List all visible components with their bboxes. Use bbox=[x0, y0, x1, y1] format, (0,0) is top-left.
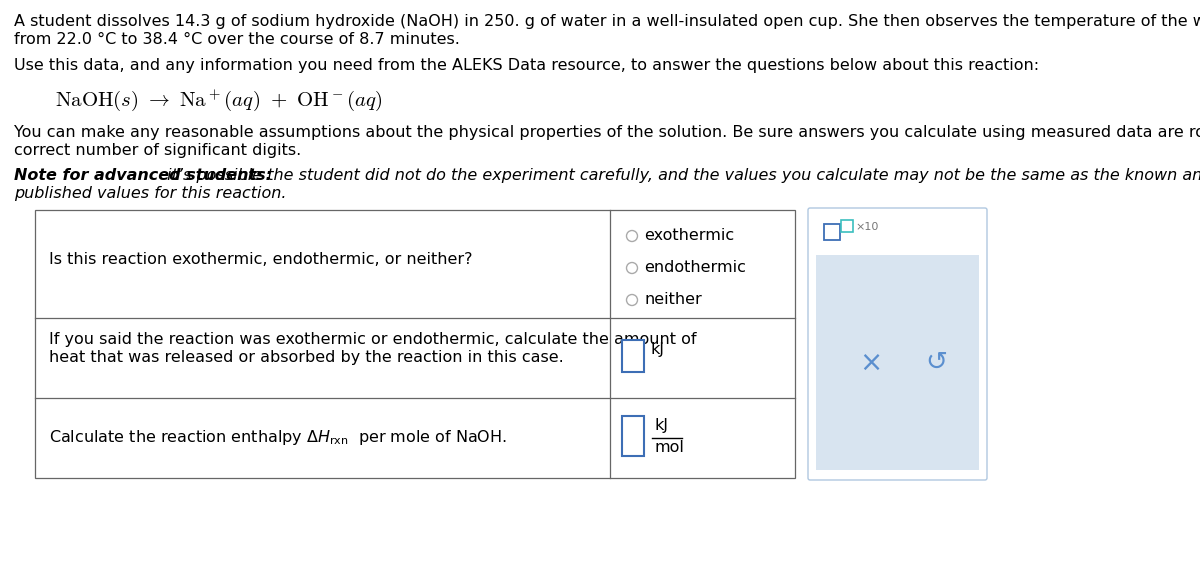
Text: correct number of significant digits.: correct number of significant digits. bbox=[14, 143, 301, 158]
Bar bbox=[622, 340, 644, 372]
Text: published values for this reaction.: published values for this reaction. bbox=[14, 186, 287, 201]
Bar bbox=[622, 416, 644, 456]
Text: kJ: kJ bbox=[650, 342, 664, 357]
Text: it’s possible the student did not do the experiment carefully, and the values yo: it’s possible the student did not do the… bbox=[162, 168, 1200, 183]
Text: heat that was released or absorbed by the reaction in this case.: heat that was released or absorbed by th… bbox=[49, 350, 564, 365]
Text: neither: neither bbox=[644, 292, 702, 307]
Text: You can make any reasonable assumptions about the physical properties of the sol: You can make any reasonable assumptions … bbox=[14, 125, 1200, 140]
Text: ↺: ↺ bbox=[925, 350, 947, 375]
Text: mol: mol bbox=[654, 440, 684, 455]
Bar bbox=[35, 210, 796, 478]
Text: from 22.0 °C to 38.4 °C over the course of 8.7 minutes.: from 22.0 °C to 38.4 °C over the course … bbox=[14, 32, 460, 47]
Text: $\mathrm{NaOH}(s)\ \rightarrow\ \mathrm{Na}^+(aq)\ +\ \mathrm{OH}^-(aq)$: $\mathrm{NaOH}(s)\ \rightarrow\ \mathrm{… bbox=[55, 88, 383, 113]
Text: Calculate the reaction enthalpy $\Delta H_{\rm rxn}$  per mole of $\mathrm{NaOH}: Calculate the reaction enthalpy $\Delta … bbox=[49, 428, 506, 447]
Text: If you said the reaction was exothermic or endothermic, calculate the amount of: If you said the reaction was exothermic … bbox=[49, 332, 696, 347]
Bar bbox=[824, 224, 840, 240]
Text: A student dissolves 14.3 g of sodium hydroxide (NaOH) in 250. g of water in a we: A student dissolves 14.3 g of sodium hyd… bbox=[14, 14, 1200, 29]
Text: Is this reaction exothermic, endothermic, or neither?: Is this reaction exothermic, endothermic… bbox=[49, 252, 473, 267]
Text: ×10: ×10 bbox=[854, 222, 878, 232]
Text: kJ: kJ bbox=[654, 418, 668, 433]
Text: Note for advanced students:: Note for advanced students: bbox=[14, 168, 272, 183]
Text: exothermic: exothermic bbox=[644, 228, 734, 243]
Bar bbox=[841, 220, 853, 232]
Text: ×: × bbox=[859, 348, 883, 376]
FancyBboxPatch shape bbox=[808, 208, 986, 480]
Text: endothermic: endothermic bbox=[644, 260, 746, 275]
Bar bbox=[816, 255, 979, 470]
Text: Use this data, and any information you need from the ALEKS Data resource, to ans: Use this data, and any information you n… bbox=[14, 58, 1039, 73]
